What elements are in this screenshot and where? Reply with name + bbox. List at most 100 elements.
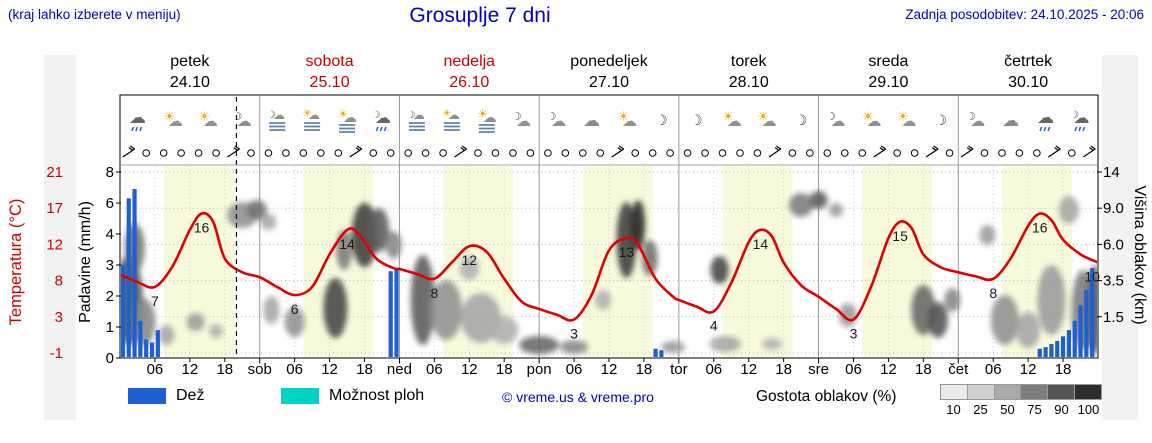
barb-feather [356,145,363,150]
x-tick-label: 06 [286,361,303,378]
x-tick-label: 18 [1055,361,1072,378]
copyright-link[interactable]: © vreme.us & vreme.pro [502,389,654,405]
calm-wind-icon [194,149,203,157]
barb-shaft [925,148,939,158]
calm-circle [980,149,989,157]
cloud-blob [1037,265,1066,335]
cloud-blob [209,324,224,338]
temperature-tick: -1 [50,345,63,362]
calm-circle [212,149,220,157]
calm-circle [439,149,447,157]
temperature-label: 12 [461,252,477,268]
partly-icon: ☀☁ [897,110,916,130]
icon-glyph: ☀ [198,110,210,125]
temperature-label: 3 [570,326,578,342]
day-date: 25.10 [310,74,350,91]
barb-feather [618,145,625,150]
barb-feather [931,147,937,151]
x-tick-label: 12 [740,361,757,378]
rain-moon-icon: ☽☁ [371,108,391,132]
cloud-blob [829,203,844,217]
cloud-layer [121,191,1097,355]
barb-shaft [227,148,240,158]
calm-wind-icon [159,149,168,157]
rain-drops [1039,126,1043,132]
rain-drops [1047,126,1051,132]
precipitation-tick: 1 [106,319,114,336]
rain-drops [139,126,143,132]
wind-barb-icon [1082,145,1096,158]
wind-barb-icon [925,145,939,158]
cloud-blob [284,307,305,337]
x-tick-label: 18 [775,361,792,378]
calm-circle [736,149,744,157]
barb-shaft [960,148,974,158]
calm-wind-icon [1033,149,1041,157]
calm-circle [753,149,762,157]
partly-icon: ☀☁ [862,110,881,130]
axis-background-strips [44,55,1138,420]
scale-tick: 10 [946,402,961,417]
calm-wind-icon [369,149,378,157]
calm-wind-icon [212,149,220,157]
scale-tick: 75 [1027,402,1042,417]
x-tick-label: 12 [1020,361,1037,378]
icon-glyph: ☁ [448,108,460,122]
cloud-blob [490,316,519,344]
cloud-blob [323,278,348,338]
rain-icon: ☁ [1037,108,1054,132]
calm-circle [840,149,849,157]
cloud-blob [789,193,814,217]
calm-circle [421,149,430,157]
showers-legend-swatch [281,388,319,404]
icon-glyph: ☀ [618,110,630,125]
wind-barb-icon [873,145,887,158]
calm-wind-icon [1015,149,1024,157]
calm-wind-icon [840,149,849,157]
icon-glyph: ☽ [826,110,836,123]
calm-circle [701,149,709,157]
rain-bar [388,271,393,357]
rain-bar [1066,330,1071,357]
moon-icon: ☽ [935,113,948,129]
partly-icon: ☀☁ [618,110,637,130]
barb-feather [880,145,887,150]
calm-wind-icon [299,149,308,157]
icon-glyph: ☀ [757,110,769,125]
icon-glyph: ☁ [1002,111,1019,131]
temperature-label: 13 [619,244,635,260]
calm-circle [1033,149,1041,157]
calm-circle [386,149,395,157]
calm-wind-icon [317,149,325,157]
calm-circle [474,149,482,157]
day-date: 29.10 [868,74,908,91]
cloud-blob [186,313,205,331]
barb-feather [128,147,134,151]
barb-feather [1055,145,1061,150]
temperature-label: 16 [1032,220,1048,236]
calm-wind-icon [526,149,535,157]
calm-wind-icon [334,149,343,157]
calm-circle [788,149,797,157]
rain-drops [1043,126,1047,132]
calm-circle [666,149,674,157]
calm-wind-icon [893,149,901,157]
barb-feather [968,145,974,150]
barb-feather [879,147,885,151]
day-name: torek [731,53,768,70]
calm-wind-icon [858,149,867,157]
calm-wind-icon [282,149,290,157]
calm-circle [945,149,954,157]
temperature-label: 14 [753,236,769,252]
density-seg-100 [1074,385,1101,399]
cloud-blob [369,208,390,252]
icon-glyph: ☀ [302,107,312,120]
icon-glyph: ☁ [1037,108,1054,128]
icon-glyph: ☁ [168,112,183,130]
day-date: 27.10 [589,74,629,91]
calm-wind-icon [753,149,762,157]
weather-icons-row: ☁ ☀☁ ☀☁ ☽☁ ☽☁ ☀☁ ☀☁ ☽☁ ☽☁ ☀☁ ☀☁ ☽☁ ☽☁ ☁ ☀☁ ☽ ☽ ☀☁ ☀☁ ☽ ☽☁ ☀☁ ☀… [129,107,1090,133]
calm-wind-icon [631,149,639,157]
scale-tick: 100 [1077,402,1100,417]
precipitation-tick: 2 [106,288,114,305]
